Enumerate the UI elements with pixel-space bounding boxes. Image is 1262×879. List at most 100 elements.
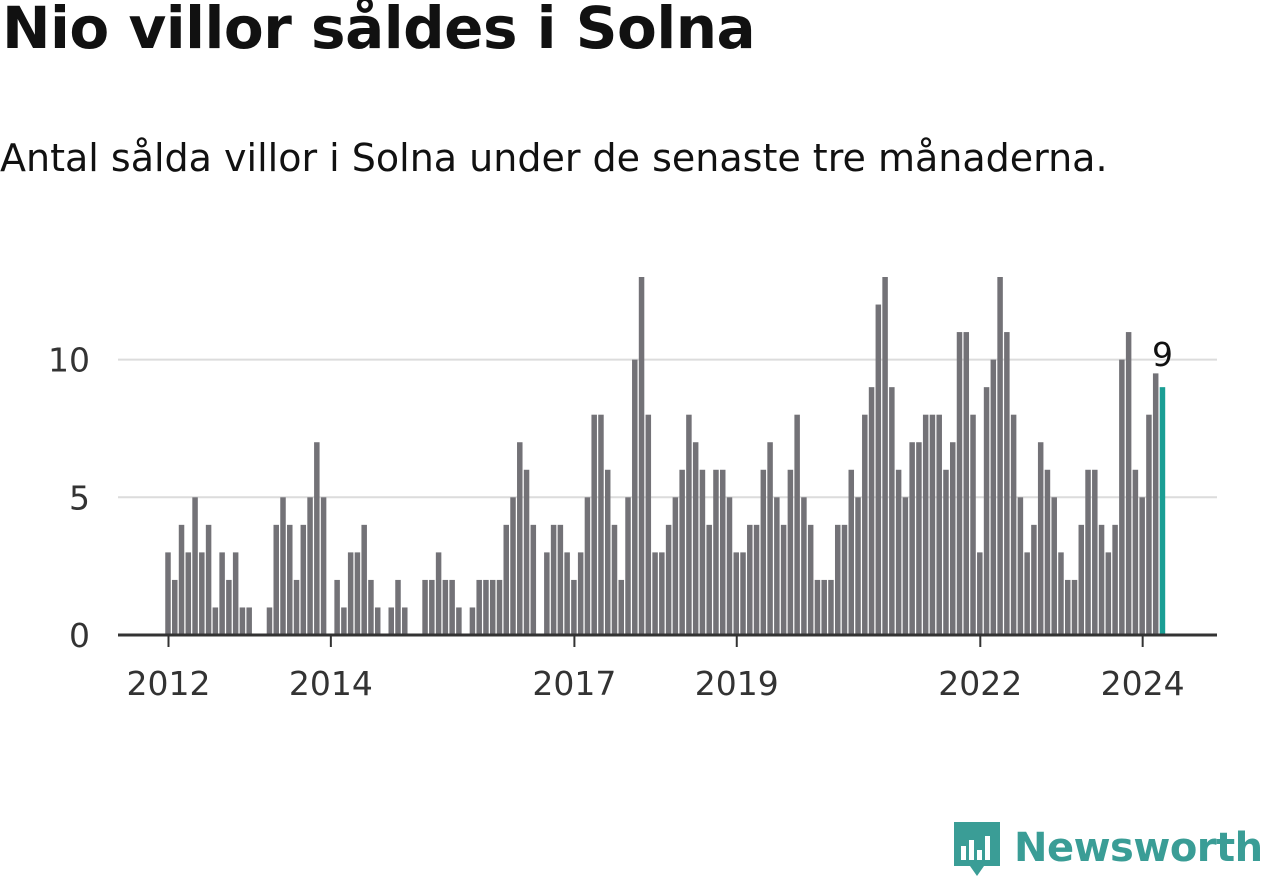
bar bbox=[889, 387, 895, 635]
bar bbox=[402, 607, 408, 635]
bar bbox=[1098, 524, 1105, 635]
bar bbox=[300, 524, 307, 635]
bar bbox=[1004, 332, 1010, 635]
bar bbox=[1058, 552, 1064, 635]
x-tick-label: 2017 bbox=[532, 664, 616, 703]
bar bbox=[733, 552, 740, 635]
bar bbox=[916, 442, 922, 635]
bar bbox=[435, 552, 442, 635]
bar bbox=[361, 524, 367, 635]
bar bbox=[185, 552, 192, 635]
bar bbox=[868, 387, 875, 635]
highlight-value-label: 9 bbox=[1152, 335, 1173, 374]
bar bbox=[219, 552, 225, 635]
bar bbox=[1112, 524, 1118, 635]
bar bbox=[936, 414, 942, 635]
y-tick-label: 0 bbox=[69, 616, 90, 655]
bar bbox=[652, 552, 658, 635]
newsworthy-logo-icon bbox=[954, 822, 1000, 876]
bar bbox=[165, 552, 171, 635]
bar bbox=[780, 524, 787, 635]
bar bbox=[557, 524, 564, 635]
bar bbox=[1064, 579, 1071, 635]
bar bbox=[232, 552, 239, 635]
bar bbox=[997, 277, 1003, 635]
bar bbox=[801, 497, 807, 635]
bar bbox=[388, 607, 394, 635]
bar bbox=[1146, 414, 1152, 635]
bar bbox=[1010, 414, 1017, 635]
bar bbox=[212, 607, 219, 635]
bar bbox=[591, 414, 597, 635]
bar bbox=[1085, 469, 1091, 635]
bar bbox=[192, 497, 198, 635]
bar bbox=[659, 552, 665, 635]
x-tick-label: 2019 bbox=[695, 664, 779, 703]
bar bbox=[672, 497, 679, 635]
bar bbox=[882, 277, 888, 635]
bar bbox=[787, 469, 794, 635]
bar bbox=[929, 414, 936, 635]
bar bbox=[442, 579, 449, 635]
bar bbox=[1125, 332, 1132, 635]
bar bbox=[354, 552, 361, 635]
bar bbox=[909, 442, 915, 635]
bar bbox=[990, 359, 997, 635]
bar bbox=[1051, 497, 1057, 635]
bar bbox=[977, 552, 983, 635]
bar bbox=[1119, 359, 1125, 635]
bar bbox=[679, 469, 685, 635]
bar bbox=[1139, 497, 1145, 635]
brand-logo[interactable]: Newsworthy bbox=[952, 818, 1262, 878]
bar bbox=[1071, 579, 1078, 635]
x-tick-label: 2022 bbox=[938, 664, 1022, 703]
bar bbox=[429, 579, 435, 635]
bar bbox=[943, 469, 949, 635]
bar bbox=[713, 469, 719, 635]
bar bbox=[719, 469, 726, 635]
bar bbox=[395, 579, 401, 635]
bar bbox=[489, 579, 496, 635]
bar bbox=[983, 387, 990, 635]
y-tick-label: 10 bbox=[48, 341, 90, 380]
bar bbox=[517, 442, 523, 635]
bar bbox=[1132, 469, 1139, 635]
bar bbox=[550, 524, 557, 635]
bar bbox=[706, 524, 712, 635]
bar bbox=[1105, 552, 1112, 635]
bar bbox=[794, 414, 800, 635]
bar bbox=[611, 524, 618, 635]
bar bbox=[334, 579, 340, 635]
bar bbox=[774, 497, 780, 635]
bar bbox=[287, 524, 293, 635]
bar bbox=[814, 579, 821, 635]
bar bbox=[199, 552, 205, 635]
bar bbox=[1092, 469, 1098, 635]
bar bbox=[747, 524, 753, 635]
bar bbox=[875, 304, 882, 635]
chart-title: Nio villor såldes i Solna bbox=[2, 0, 756, 62]
bar bbox=[320, 497, 327, 635]
highlight-bar bbox=[1159, 387, 1166, 635]
bar bbox=[848, 469, 855, 635]
bar bbox=[638, 277, 645, 635]
bar-chart: 0 5 10 2012 2014 2017 2019 2022 2024 9 bbox=[48, 277, 1217, 703]
bar bbox=[807, 524, 814, 635]
bar bbox=[496, 579, 503, 635]
bar bbox=[645, 414, 652, 635]
bar bbox=[226, 579, 232, 635]
bar bbox=[970, 414, 976, 635]
bar bbox=[523, 469, 530, 635]
bar bbox=[1024, 552, 1030, 635]
bar bbox=[584, 497, 591, 635]
bar bbox=[483, 579, 489, 635]
bar bbox=[1017, 497, 1024, 635]
bar bbox=[577, 552, 584, 635]
bar bbox=[1031, 524, 1037, 635]
bar bbox=[266, 607, 273, 635]
bar bbox=[726, 497, 733, 635]
bar bbox=[544, 552, 550, 635]
chart-subtitle: Antal sålda villor i Solna under de sena… bbox=[0, 136, 1108, 180]
brand-name: Newsworthy bbox=[1014, 825, 1262, 871]
x-tick-label: 2012 bbox=[127, 664, 211, 703]
